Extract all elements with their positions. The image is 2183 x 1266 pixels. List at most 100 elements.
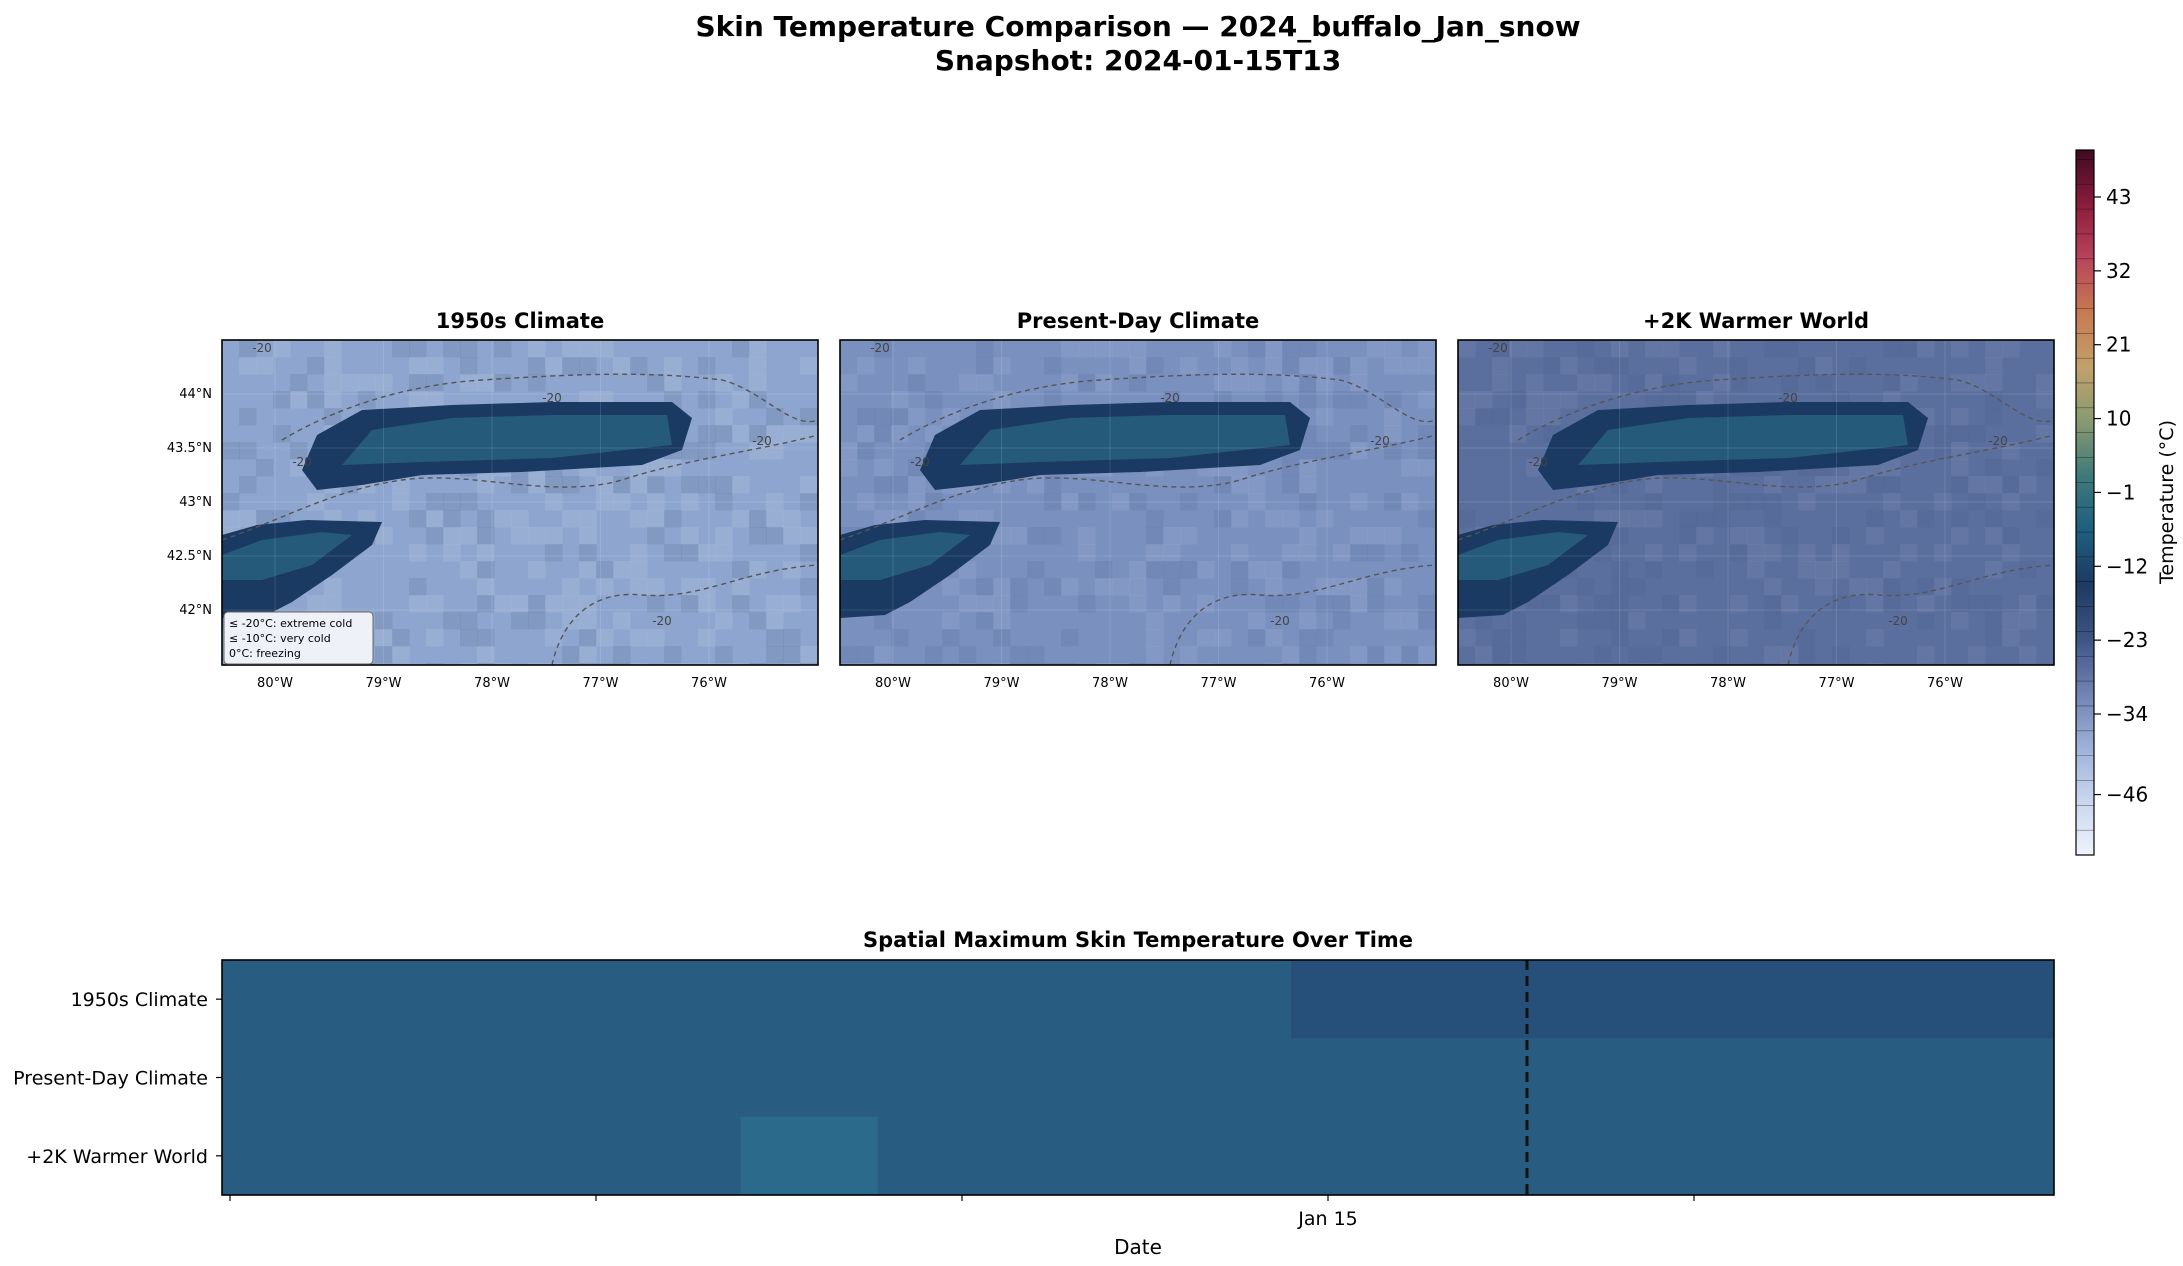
temperature-cell [840,442,858,460]
temperature-cell [477,476,495,494]
temperature-cell [1061,663,1079,665]
temperature-cell [1934,578,1952,596]
contour-label: -20 [1488,341,1508,355]
map-background [840,340,1436,665]
temperature-cell [1747,527,1765,545]
temperature-cell [528,374,546,392]
contour-line [1787,564,2054,665]
temperature-cell [1197,595,1215,613]
temperature-cell [477,510,495,528]
temperature-cell [1418,612,1436,630]
temperature-cell [1299,544,1317,562]
temperature-cell [1679,595,1697,613]
map-title-1950s: 1950s Climate [436,309,604,333]
temperature-cell [1265,578,1283,596]
temperature-cell [681,442,699,460]
temperature-cell [1458,391,1476,409]
temperature-cell [1815,476,1833,494]
temperature-cell [1299,340,1317,358]
temperature-cell [1367,527,1385,545]
temperature-cell [324,391,342,409]
temperature-cell [579,561,597,579]
legend-line-3: 0°C: freezing [229,647,301,660]
temperature-cell [1798,561,1816,579]
temperature-cell [1594,663,1612,665]
temperature-cell [817,391,818,409]
temperature-cell [1951,578,1969,596]
temperature-cell [409,340,427,358]
temperature-cell [494,595,512,613]
contour-line [1517,373,2054,441]
temperature-cell [647,374,665,392]
temperature-cell [976,578,994,596]
temperature-cell [239,442,257,460]
temperature-cell [1815,374,1833,392]
temperature-cell [2019,476,2037,494]
temperature-cell [1679,527,1697,545]
temperature-cell [1350,527,1368,545]
temperature-cell [579,663,597,665]
temperature-cell [1611,612,1629,630]
temperature-cell [993,578,1011,596]
temperature-cell [783,646,801,664]
temperature-cell [528,476,546,494]
temperature-cell [800,646,818,664]
temperature-cell [562,646,580,664]
temperature-cell [1730,629,1748,647]
temperature-cell [2053,595,2054,613]
temperature-cell [375,527,393,545]
temperature-cell [681,493,699,511]
temperature-cell [409,357,427,375]
temperature-cell [375,629,393,647]
temperature-cell [1061,629,1079,647]
temperature-cell [681,476,699,494]
temperature-cell [579,595,597,613]
temperature-cell [1248,340,1266,358]
contour-line [840,434,1436,541]
temperature-cell [2019,561,2037,579]
temperature-cell [1316,663,1334,665]
temperature-cell [1180,493,1198,511]
temperature-cell [392,340,410,358]
temperature-cell [698,357,716,375]
temperature-cell [1611,595,1629,613]
temperature-cell [1985,527,2003,545]
temperature-cell [942,408,960,426]
temperature-cell [494,340,512,358]
temperature-cell [1611,527,1629,545]
temperature-cell [307,595,325,613]
temperature-cell [1316,578,1334,596]
temperature-cell [528,595,546,613]
temperature-cell [1282,357,1300,375]
temperature-cell [256,357,274,375]
temperature-cell [800,408,818,426]
temperature-cell [891,408,909,426]
temperature-cell [1951,476,1969,494]
temperature-cell [426,510,444,528]
temperature-cell [874,459,892,477]
colorbar-tick-label: −23 [2106,628,2148,652]
temperature-cell [1214,340,1232,358]
temperature-cell [1883,595,1901,613]
temperature-cell [239,357,257,375]
temperature-cell [993,612,1011,630]
temperature-cell [1849,476,1867,494]
temperature-cell [1078,374,1096,392]
temperature-cell [1985,391,2003,409]
temperature-cell [1594,612,1612,630]
temperature-cell [1316,374,1334,392]
temperature-cell [273,340,291,358]
temperature-cell [732,340,750,358]
temperature-cell [256,459,274,477]
temperature-cell [817,544,818,562]
temperature-cell [1985,374,2003,392]
temperature-cell [1231,510,1249,528]
temperature-cell [1611,578,1629,596]
temperature-cell [783,425,801,443]
lat-tick-label: 42.5°N [167,549,212,564]
temperature-cell [749,425,767,443]
temperature-cell [1679,629,1697,647]
temperature-cell [562,476,580,494]
temperature-cell [324,578,342,596]
contour-lines: -20 -20 -20 -20 -20 [222,341,818,665]
